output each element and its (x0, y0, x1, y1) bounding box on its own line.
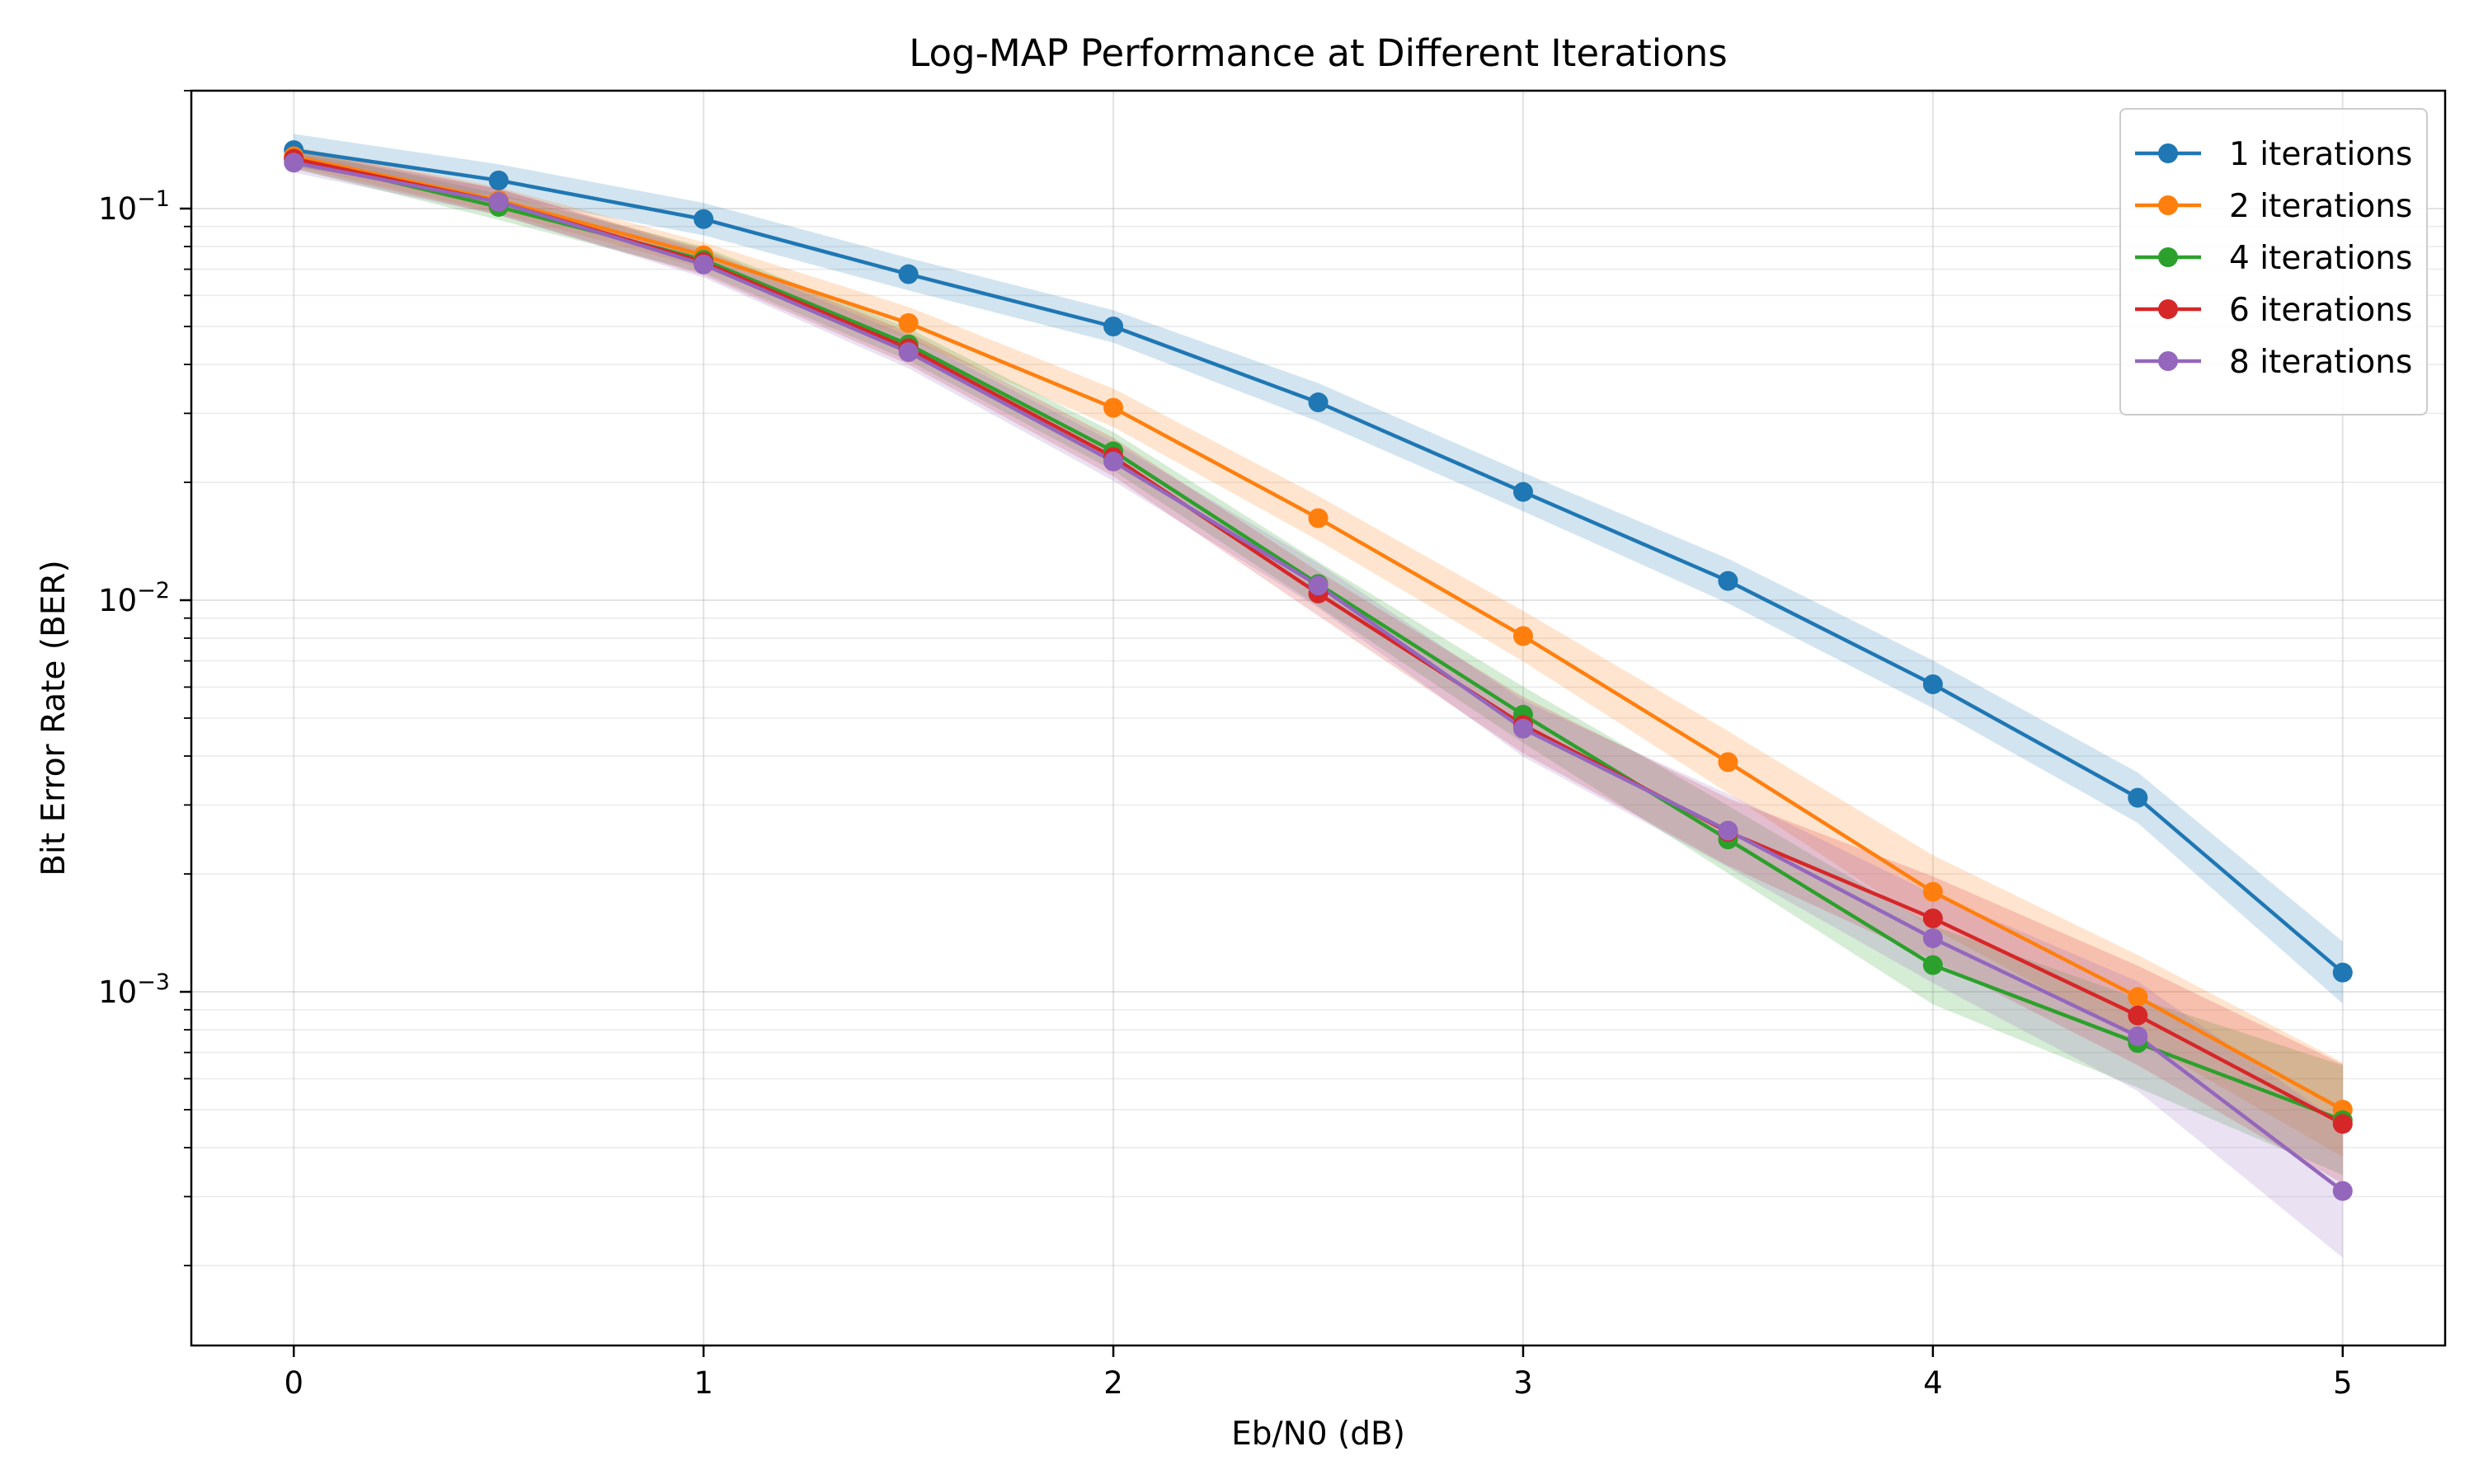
data-point (1922, 674, 1943, 694)
data-point (1512, 481, 1533, 502)
x-tick-label: 0 (284, 1365, 303, 1401)
confidence-band-layer (294, 134, 2343, 1258)
data-point (2128, 787, 2148, 808)
data-point (1308, 508, 1329, 528)
legend-label: 6 iterations (2229, 292, 2412, 329)
data-point (2128, 1026, 2148, 1046)
data-point (1308, 392, 1329, 413)
legend-swatch-marker (2158, 195, 2178, 215)
data-point (284, 153, 304, 173)
x-tick-label: 4 (1923, 1365, 1943, 1401)
data-point (1512, 718, 1533, 739)
data-point (1922, 955, 1943, 975)
legend-swatch-marker (2158, 247, 2178, 267)
x-tick-label: 2 (1103, 1365, 1123, 1401)
series-marker-layer (284, 140, 2353, 1201)
y-tick-label: 10−1 (98, 186, 170, 227)
legend-swatch-marker (2158, 299, 2178, 319)
legend-label: 2 iterations (2229, 188, 2412, 225)
y-tick-label: 10−2 (98, 578, 170, 618)
x-axis-label: Eb/N0 (dB) (1231, 1416, 1405, 1453)
x-tick-label: 5 (2333, 1365, 2353, 1401)
legend: 1 iterations 2 iterations 4 iterations 6 it… (2119, 108, 2428, 416)
data-point (898, 264, 919, 284)
x-tick-label: 3 (1513, 1365, 1533, 1401)
data-point (1922, 881, 1943, 902)
data-point (694, 254, 714, 275)
legend-label: 8 iterations (2229, 344, 2412, 381)
data-point (2332, 962, 2353, 983)
x-tick-label: 1 (694, 1365, 713, 1401)
data-point (488, 170, 509, 190)
chart-title: Log-MAP Performance at Different Iterati… (909, 31, 1727, 75)
data-point (898, 312, 919, 333)
data-point (1103, 316, 1124, 336)
data-point (694, 209, 714, 229)
data-point (2332, 1181, 2353, 1201)
data-point (1922, 908, 1943, 928)
y-tick-label: 10−3 (98, 970, 170, 1010)
data-point (898, 342, 919, 363)
data-point (1718, 820, 1738, 841)
data-point (1512, 626, 1533, 646)
legend-swatch-marker (2158, 351, 2178, 371)
data-point (2128, 987, 2148, 1007)
tick-layer: 0 1 2 3 4 5 10−3 10−2 10−1 (98, 90, 2353, 1401)
data-point (1922, 928, 1943, 949)
data-point (1718, 752, 1738, 773)
legend-label: 1 iterations (2229, 136, 2412, 173)
data-point (1103, 397, 1124, 418)
data-point (2332, 1114, 2353, 1134)
data-point (1718, 571, 1738, 591)
legend-box (2119, 108, 2428, 416)
data-point (2128, 1005, 2148, 1026)
data-point (488, 191, 509, 212)
legend-swatch-marker (2158, 143, 2178, 163)
data-point (1103, 451, 1124, 472)
confidence-band (294, 148, 2343, 1176)
data-point (1308, 575, 1329, 596)
y-axis-label: Bit Error Rate (BER) (35, 560, 73, 876)
legend-label: 4 iterations (2229, 240, 2412, 277)
